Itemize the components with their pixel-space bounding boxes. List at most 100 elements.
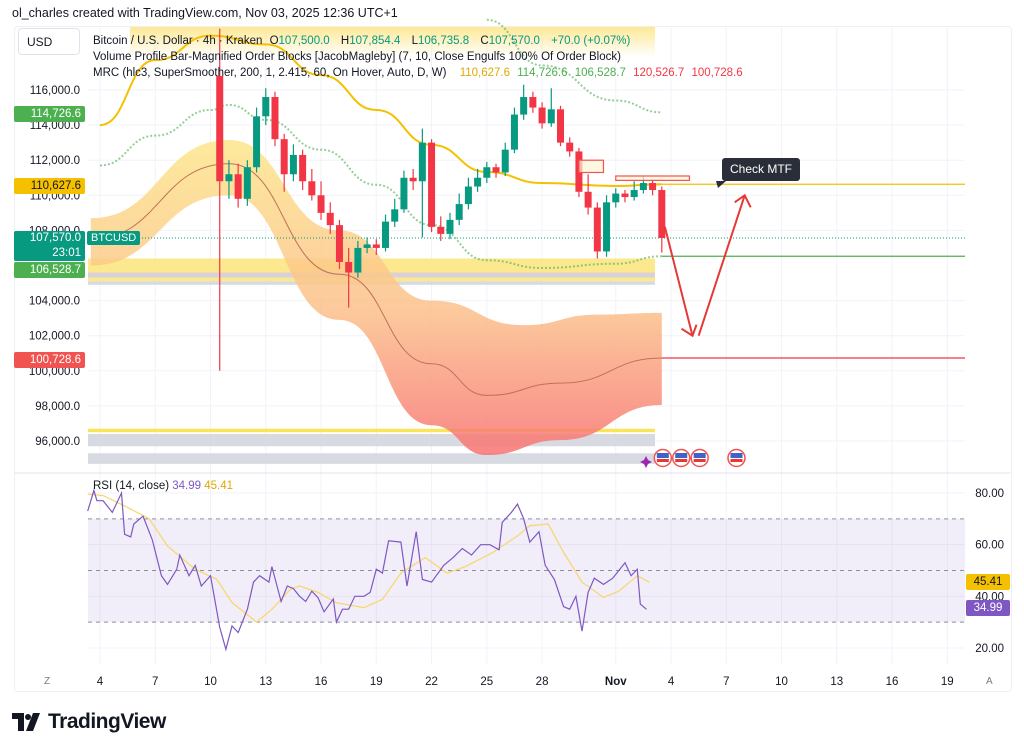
candle-body	[225, 174, 233, 182]
time-tick-label: 19	[941, 676, 954, 688]
check-mtf-annotation[interactable]: Check MTF	[722, 158, 800, 181]
candle-body	[437, 226, 445, 234]
rsi-tick-label: 20.00	[975, 643, 1004, 655]
candle-body	[483, 167, 491, 178]
mrc-outer-lower-midline	[90, 163, 662, 396]
resistance-box	[615, 175, 691, 181]
price-tick-label: 112,000.0	[30, 155, 80, 167]
symbol-legend[interactable]: Bitcoin / U.S. Dollar · 4h · Kraken O107…	[93, 35, 634, 47]
rsi-ma-tag: 45.41	[966, 574, 1010, 590]
candle-body	[464, 186, 472, 205]
close-value: 107,570.0	[488, 35, 540, 47]
high-value: 107,854.4	[349, 35, 401, 47]
flag-stripe	[693, 459, 706, 462]
rsi-ma-value: 45.41	[204, 480, 234, 492]
last-price: 107,570.0	[29, 232, 81, 244]
auto-scale-button[interactable]: A	[986, 676, 993, 687]
time-axis[interactable]: 4 7 10 13 16 19 22 25 28 Nov 4 7 10 13 16 19	[97, 676, 954, 688]
currency-label[interactable]: USD	[18, 28, 80, 55]
rsi-value: 34.99	[172, 480, 202, 492]
mrc-outer-lower-ribbon	[90, 140, 662, 456]
time-tick-label: 28	[536, 676, 549, 688]
arrowhead-down-icon	[680, 324, 698, 338]
candle-body	[538, 107, 546, 124]
candle-body	[243, 167, 251, 199]
projection-path	[663, 194, 746, 337]
us-flag-event-icon[interactable]	[671, 448, 691, 468]
lower-band-price-tag: 106,528.7	[14, 262, 85, 278]
candle-body	[584, 191, 592, 208]
time-tick-label: 10	[775, 676, 788, 688]
candle-body	[382, 221, 390, 248]
candle-body	[547, 109, 555, 124]
mrc-upper-value: 114,726.6	[517, 67, 568, 79]
low-label: L	[411, 35, 418, 47]
candle-body	[612, 193, 620, 203]
price-tick-label: 98,000.0	[35, 401, 80, 413]
mrc-outer-upper-value: 120,526.7	[633, 67, 685, 79]
candle-body	[639, 183, 647, 191]
candle-body	[658, 190, 666, 238]
candle-body	[418, 142, 426, 182]
candle-body	[234, 174, 242, 199]
mrc-title: MRC (hlc3, SuperSmoother, 200, 1, 2.415,…	[93, 67, 447, 79]
rsi-tag: 34.99	[966, 600, 1010, 616]
time-tick-label: 7	[723, 676, 729, 688]
flag-stripe	[730, 459, 743, 462]
economic-events[interactable]	[640, 448, 746, 469]
mrc-lines	[99, 18, 662, 269]
indicator-legend-order-blocks[interactable]: Volume Profile Bar-Magnified Order Block…	[93, 51, 621, 63]
zoom-reset-button[interactable]: Z	[44, 676, 51, 687]
price-tick-label: 114,000.0	[30, 120, 80, 132]
mrc-mean-value: 110,627.6	[459, 67, 510, 79]
candle-body	[621, 193, 629, 198]
candle-body	[446, 219, 454, 234]
candle-body	[253, 116, 261, 168]
time-tick-label: 22	[425, 676, 438, 688]
event-marker-icon	[640, 456, 652, 468]
upper-band-glow	[130, 27, 655, 57]
horizontal-levels	[88, 183, 965, 359]
time-tick-label: 16	[886, 676, 899, 688]
resistance-boxes	[578, 159, 691, 181]
rsi-tick-label: 60.00	[975, 540, 1004, 552]
rsi-ma-line	[87, 493, 650, 623]
mean-price-tag: 110,627.6	[14, 178, 85, 194]
time-tick-label: 7	[152, 676, 158, 688]
us-flag-event-icon[interactable]	[690, 448, 709, 468]
candle-body	[492, 167, 500, 173]
candle-body	[557, 109, 564, 143]
candles	[216, 28, 666, 371]
chart-credit: ol_charles created with TradingView.com,…	[12, 6, 398, 20]
close-label: C	[480, 35, 489, 47]
open-value: 107,500.0	[278, 35, 330, 47]
resistance-box	[578, 159, 605, 174]
order-block-zone	[88, 453, 655, 464]
indicator-legend-mrc[interactable]: MRC (hlc3, SuperSmoother, 200, 1, 2.415,…	[93, 67, 747, 79]
mrc-outer-lower-value: 100,728.6	[691, 67, 743, 79]
brand-name: TradingView	[48, 710, 166, 733]
candle-body	[289, 154, 297, 175]
candle-body	[593, 207, 601, 252]
rsi-tick-label: 80.00	[975, 488, 1004, 500]
candle-body	[299, 154, 307, 182]
candle-body	[372, 244, 380, 248]
us-flag-event-icon[interactable]	[727, 448, 746, 468]
flag-canton	[675, 453, 688, 458]
candle-body	[326, 212, 334, 226]
rsi-legend[interactable]: RSI (14, close) 34.99 45.41	[93, 480, 233, 492]
candle-body	[529, 97, 537, 108]
candle-body	[262, 97, 270, 117]
order-block-zone	[88, 428, 655, 433]
candle-body	[630, 190, 638, 198]
candle-body	[649, 183, 657, 191]
tradingview-logo-icon	[12, 713, 40, 731]
us-flag-event-icon[interactable]	[653, 448, 673, 468]
time-tick-label: 13	[259, 676, 272, 688]
bar-countdown: 23:01	[52, 247, 81, 259]
flag-canton	[656, 453, 669, 458]
candle-body	[363, 244, 371, 248]
candle-body	[271, 97, 279, 140]
